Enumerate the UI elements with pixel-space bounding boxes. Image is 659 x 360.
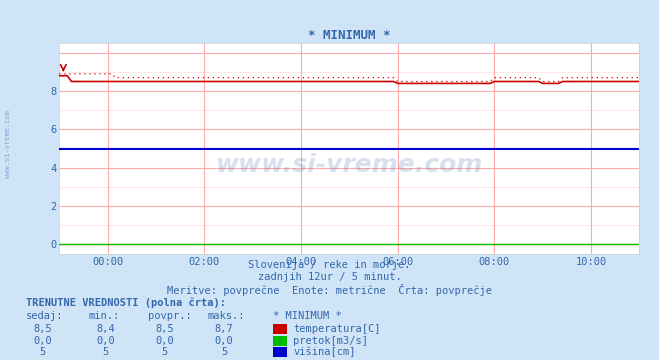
Text: 0,0: 0,0 (96, 336, 115, 346)
Text: povpr.:: povpr.: (148, 311, 192, 321)
Text: maks.:: maks.: (208, 311, 245, 321)
Text: * MINIMUM *: * MINIMUM * (273, 311, 342, 321)
Text: Meritve: povprečne  Enote: metrične  Črta: povprečje: Meritve: povprečne Enote: metrične Črta:… (167, 284, 492, 296)
Text: 5: 5 (161, 347, 168, 357)
Text: 8,5: 8,5 (156, 324, 174, 334)
Text: 0,0: 0,0 (34, 336, 52, 346)
Text: www.si-vreme.com: www.si-vreme.com (215, 153, 483, 177)
Title: * MINIMUM *: * MINIMUM * (308, 29, 391, 42)
Text: pretok[m3/s]: pretok[m3/s] (293, 336, 368, 346)
Text: višina[cm]: višina[cm] (293, 347, 356, 357)
Text: sedaj:: sedaj: (26, 311, 64, 321)
Text: 8,5: 8,5 (34, 324, 52, 334)
Text: temperatura[C]: temperatura[C] (293, 324, 381, 334)
Text: 5: 5 (102, 347, 109, 357)
Text: Slovenija / reke in morje.: Slovenija / reke in morje. (248, 260, 411, 270)
Text: 8,7: 8,7 (215, 324, 233, 334)
Text: TRENUTNE VREDNOSTI (polna črta):: TRENUTNE VREDNOSTI (polna črta): (26, 297, 226, 307)
Text: www.si-vreme.com: www.si-vreme.com (5, 110, 11, 178)
Text: 0,0: 0,0 (156, 336, 174, 346)
Text: 5: 5 (40, 347, 46, 357)
Text: 8,4: 8,4 (96, 324, 115, 334)
Text: zadnjih 12ur / 5 minut.: zadnjih 12ur / 5 minut. (258, 272, 401, 282)
Text: min.:: min.: (89, 311, 120, 321)
Text: 0,0: 0,0 (215, 336, 233, 346)
Text: 5: 5 (221, 347, 227, 357)
